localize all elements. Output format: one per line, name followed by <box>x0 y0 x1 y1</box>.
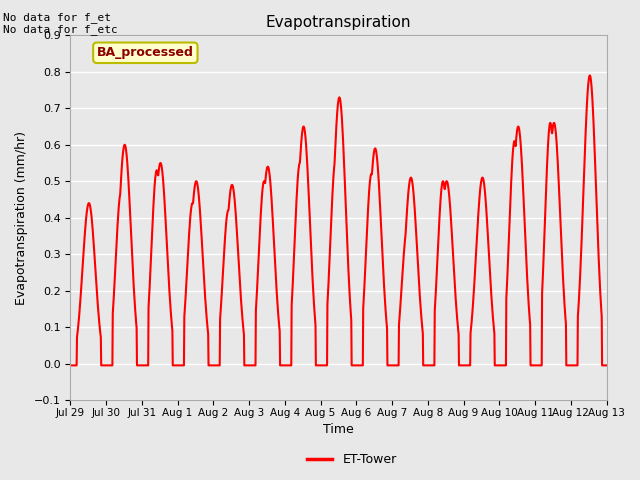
Title: Evapotranspiration: Evapotranspiration <box>266 15 411 30</box>
Legend: ET-Tower: ET-Tower <box>302 448 402 471</box>
Text: BA_processed: BA_processed <box>97 46 194 59</box>
Y-axis label: Evapotranspiration (mm/hr): Evapotranspiration (mm/hr) <box>15 131 28 305</box>
Text: No data for f_et
No data for f_etc: No data for f_et No data for f_etc <box>3 12 118 36</box>
X-axis label: Time: Time <box>323 423 354 436</box>
